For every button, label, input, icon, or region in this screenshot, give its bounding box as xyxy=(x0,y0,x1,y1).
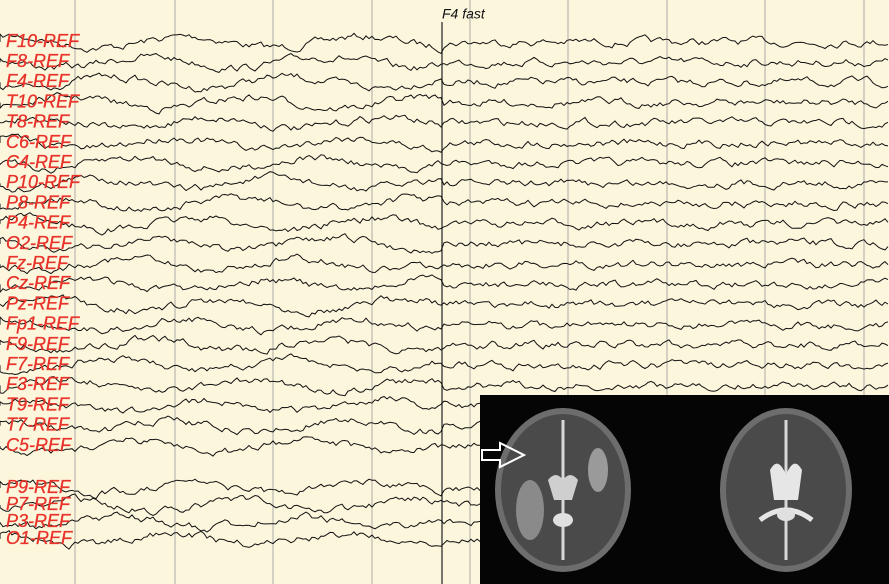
channel-label: F7-REF xyxy=(6,354,70,374)
ventricles xyxy=(548,475,578,500)
channel-label: T10-REF xyxy=(6,91,80,111)
channel-label: P10-REF xyxy=(6,172,81,192)
mri-brain-left xyxy=(481,408,631,572)
channel-label: O1-REF xyxy=(6,528,73,548)
eeg-trace xyxy=(0,133,889,153)
lesion xyxy=(516,480,544,540)
eeg-trace xyxy=(0,376,889,397)
channel-label: C6-REF xyxy=(6,132,72,152)
channel-label: C4-REF xyxy=(6,152,72,172)
channel-labels: F10-REFF8-REFF4-REFT10-REFT8-REFC6-REFC4… xyxy=(6,31,81,548)
eeg-trace xyxy=(0,171,888,193)
channel-label: O2-REF xyxy=(6,233,73,253)
channel-label: Cz-REF xyxy=(6,273,71,293)
eeg-trace xyxy=(0,353,889,376)
channel-label: P9-REF xyxy=(6,477,71,497)
cortex xyxy=(588,448,608,492)
channel-label: P3-REF xyxy=(6,511,71,531)
channel-label: P4-REF xyxy=(6,213,71,233)
channel-label: P8-REF xyxy=(6,192,71,212)
channel-label: F10-REF xyxy=(6,31,80,51)
cistern xyxy=(777,509,795,521)
eeg-trace xyxy=(0,114,889,132)
ventricles xyxy=(770,463,802,500)
channel-label: T8-REF xyxy=(6,112,70,132)
eeg-trace xyxy=(0,72,889,93)
eeg-trace xyxy=(0,294,889,318)
mri-inset xyxy=(480,395,889,584)
channel-label: Fz-REF xyxy=(6,253,69,273)
mri-brain-right xyxy=(720,408,852,572)
eeg-trace xyxy=(0,316,889,336)
eeg-trace xyxy=(0,53,889,73)
cistern xyxy=(553,513,573,527)
channel-label: Fp1-REF xyxy=(6,314,80,334)
eeg-trace xyxy=(0,274,889,293)
eeg-trace xyxy=(0,92,889,115)
channel-label: T9-REF xyxy=(6,394,70,414)
eeg-trace xyxy=(0,154,889,174)
channel-label: F4-REF xyxy=(6,71,70,91)
channel-label: P7-REF xyxy=(6,494,71,514)
eeg-trace xyxy=(0,193,889,213)
channel-label: F9-REF xyxy=(6,334,70,354)
channel-label: Pz-REF xyxy=(6,293,70,313)
channel-label: F3-REF xyxy=(6,374,70,394)
channel-label: F8-REF xyxy=(6,51,70,71)
eeg-trace xyxy=(0,253,889,275)
channel-label: C5-REF xyxy=(6,435,72,455)
arrow xyxy=(481,441,527,469)
eeg-trace xyxy=(0,334,889,355)
annotation: F4 fast xyxy=(442,6,486,22)
eeg-trace xyxy=(0,212,889,236)
eeg-trace xyxy=(0,233,889,254)
eeg-trace xyxy=(0,32,889,55)
channel-label: T7-REF xyxy=(6,415,70,435)
